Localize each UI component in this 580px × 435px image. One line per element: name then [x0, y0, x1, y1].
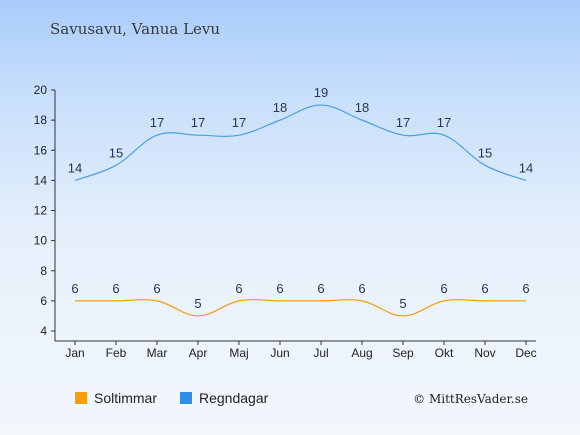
y-tick-label: 12	[34, 204, 48, 218]
x-tick-label: Dec	[515, 346, 536, 360]
x-tick-label: Jun	[270, 346, 289, 360]
data-label-regndagar: 19	[314, 85, 328, 100]
chart-axes: 4 6 8 10 12 14 16 18 20 Jan Feb Mar Apr Maj Jun Jul Aug S…	[34, 83, 537, 360]
data-label-regndagar: 18	[273, 100, 287, 115]
data-label-soltimmar: 6	[522, 281, 529, 296]
chart-legend: Soltimmar Regndagar	[75, 390, 269, 406]
x-tick-label: Jan	[65, 346, 84, 360]
x-tick-label: Mar	[147, 346, 168, 360]
x-tick-label: Sep	[392, 346, 414, 360]
legend-label-regndagar: Regndagar	[199, 390, 269, 406]
data-label-regndagar: 15	[109, 145, 123, 160]
data-label-regndagar: 18	[355, 100, 369, 115]
legend-swatch-regndagar	[180, 392, 192, 404]
y-tick-label: 10	[34, 234, 48, 248]
y-tick-label: 8	[40, 264, 47, 278]
data-label-regndagar: 17	[396, 115, 410, 130]
data-label-soltimmar: 6	[71, 281, 78, 296]
y-tick-label: 4	[40, 324, 47, 338]
y-tick-label: 18	[34, 113, 48, 127]
chart-data-labels: 6 6 6 5 6 6 6 6 5 6 6 6 14 15 17 17 17 18 19 18 17 17 15 14	[68, 85, 533, 311]
x-tick-label: Jul	[313, 346, 328, 360]
y-tick-label: 6	[40, 294, 47, 308]
data-label-regndagar: 17	[232, 115, 246, 130]
x-tick-label: Maj	[229, 346, 248, 360]
legend-label-soltimmar: Soltimmar	[94, 390, 157, 406]
y-tick-label: 16	[34, 143, 48, 157]
data-label-regndagar: 14	[519, 160, 533, 175]
data-label-regndagar: 17	[437, 115, 451, 130]
copyright-notice: © MittResVader.se	[413, 392, 528, 406]
series-line-soltimmar	[74, 299, 526, 317]
data-label-soltimmar: 6	[440, 281, 447, 296]
legend-swatch-soltimmar	[75, 392, 87, 404]
data-label-regndagar: 14	[68, 160, 82, 175]
series-line-regndagar	[74, 104, 527, 181]
data-label-soltimmar: 6	[317, 281, 324, 296]
location-title: Savusavu, Vanua Levu	[50, 20, 221, 38]
data-label-soltimmar: 6	[153, 281, 160, 296]
data-label-regndagar: 17	[191, 115, 205, 130]
data-label-soltimmar: 6	[112, 281, 119, 296]
data-label-soltimmar: 5	[194, 296, 201, 311]
x-tick-label: Nov	[474, 346, 495, 360]
data-label-soltimmar: 5	[399, 296, 406, 311]
y-tick-label: 14	[34, 173, 48, 187]
y-tick-label: 20	[34, 83, 48, 97]
data-label-soltimmar: 6	[358, 281, 365, 296]
data-label-soltimmar: 6	[276, 281, 283, 296]
data-label-regndagar: 17	[150, 115, 164, 130]
chart-series	[74, 104, 527, 317]
x-tick-label: Apr	[189, 346, 208, 360]
x-tick-label: Feb	[106, 346, 127, 360]
data-label-soltimmar: 6	[235, 281, 242, 296]
x-tick-label: Aug	[351, 346, 372, 360]
data-label-regndagar: 15	[478, 145, 492, 160]
x-tick-label: Okt	[435, 346, 454, 360]
data-label-soltimmar: 6	[481, 281, 488, 296]
